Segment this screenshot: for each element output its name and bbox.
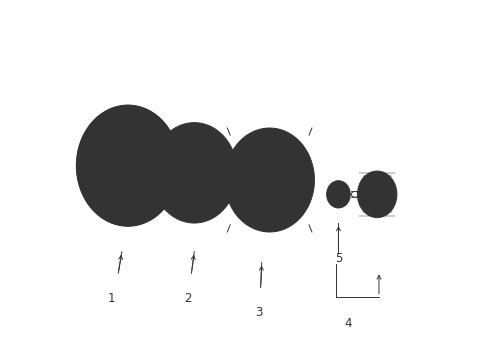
Text: 2: 2 [183, 292, 191, 305]
Ellipse shape [357, 171, 396, 218]
Text: 5: 5 [334, 252, 342, 265]
Ellipse shape [76, 105, 179, 226]
Ellipse shape [326, 181, 349, 208]
Ellipse shape [224, 128, 314, 232]
Text: 3: 3 [255, 306, 262, 319]
Text: 4: 4 [344, 317, 351, 330]
Ellipse shape [151, 123, 237, 223]
Text: 1: 1 [107, 292, 115, 305]
